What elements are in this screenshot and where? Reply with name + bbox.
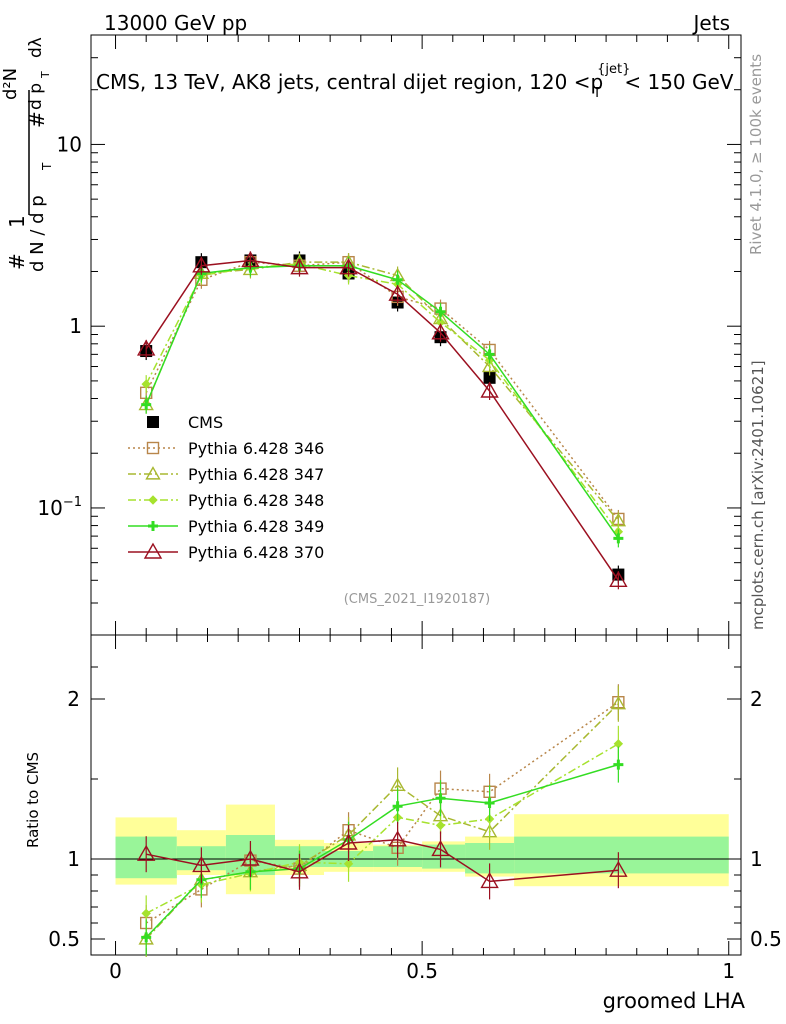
y-tick-label: 0.5 [48, 927, 80, 951]
ratio-point-pythia-6-428-370 [290, 862, 309, 879]
point-pythia-6-428-370 [480, 381, 499, 398]
legend-label-cms: CMS [188, 413, 223, 432]
x-tick-label: 0.5 [406, 959, 438, 983]
svg-text:dλ: dλ [26, 37, 46, 58]
svg-text:d p: d p [26, 83, 46, 110]
ratio-point-pythia-6-428-348 [435, 820, 446, 831]
point-pythia-6-428-370 [431, 323, 450, 340]
ratio-point-pythia-6-428-370 [431, 839, 450, 857]
point-pythia-6-428-349 [484, 349, 495, 360]
y-tick-label: 1 [67, 847, 80, 871]
ratio-point-pythia-6-428-370 [136, 844, 156, 861]
ratio-point-pythia-6-428-348 [141, 908, 151, 919]
ratio-band-green [422, 844, 466, 869]
y-tick-label: 10−1 [37, 495, 82, 520]
ratio-uncertainty-bands [91, 804, 741, 895]
legend-marker-pythia-6-428-349 [148, 521, 158, 531]
ratio-ylabel: Ratio to CMS [24, 752, 42, 848]
ratio-point-pythia-6-428-349 [392, 801, 403, 812]
point-pythia-6-428-370 [609, 570, 628, 587]
x-axis-label: groomed LHA [603, 989, 746, 1013]
series-line-pythia-6-428-348 [145, 263, 619, 533]
ratio-panel-frame [90, 634, 742, 956]
svg-text:1: 1 [5, 215, 29, 228]
point-pythia-6-428-349 [613, 533, 624, 544]
ratio-point-pythia-6-428-370 [388, 830, 407, 847]
legend-marker-cms [147, 416, 159, 428]
svg-text:#: # [5, 253, 29, 270]
y-tick-label: 2 [750, 687, 763, 711]
ratio-point-pythia-6-428-349 [484, 798, 495, 808]
ratio-point-pythia-6-428-370 [192, 855, 211, 873]
header-left: 13000 GeV pp [104, 11, 247, 35]
point-pythia-6-428-370 [290, 258, 309, 275]
svg-text:T: T [39, 71, 52, 79]
legend-marker-pythia-6-428-346 [146, 441, 160, 455]
ratio-point-pythia-6-428-370 [480, 871, 499, 889]
analysis-label: (CMS_2021_I1920187) [344, 592, 491, 607]
x-tick-label: 1 [722, 959, 735, 983]
legend-marker-pythia-6-428-347 [145, 466, 161, 480]
header-right: Jets [692, 11, 730, 35]
svg-text:T: T [40, 162, 54, 171]
legend-label-pythia-6-428-349: Pythia 6.428 349 [188, 517, 324, 536]
mcplots-label: mcplots.cern.ch [arXiv:2401.10621] [749, 360, 767, 630]
main-series [136, 251, 628, 590]
ratio-point-pythia-6-428-370 [339, 833, 358, 850]
plot-title: CMS, 13 TeV, AK8 jets, central dijet reg… [96, 62, 734, 101]
point-pythia-6-428-348 [141, 379, 151, 389]
point-cms [483, 371, 496, 384]
legend: CMS Pythia 6.428 346 Pythia 6.428 347 Pythi… [128, 413, 324, 562]
ratio-point-pythia-6-428-348 [343, 859, 354, 869]
point-pythia-6-428-349 [141, 399, 152, 410]
ratio-point-pythia-6-428-370 [241, 849, 260, 866]
svg-text:#: # [25, 111, 49, 128]
point-pythia-6-428-370 [241, 251, 260, 268]
ratio-point-pythia-6-428-370 [609, 860, 628, 877]
point-pythia-6-428-347 [481, 358, 498, 373]
point-pythia-6-428-370 [136, 339, 156, 356]
y-tick-label: 10 [57, 132, 82, 156]
legend-marker-pythia-6-428-348 [148, 495, 158, 505]
rivet-label: Rivet 4.1.0, ≥ 100k events [747, 54, 765, 255]
ratio-point-pythia-6-428-347 [610, 695, 627, 710]
ratio-line-pythia-6-428-346 [145, 701, 619, 924]
point-pythia-6-428-349 [392, 274, 403, 285]
point-pythia-6-428-370 [192, 256, 211, 273]
y-tick-label: 1 [69, 314, 82, 338]
svg-text:d²N: d²N [0, 68, 21, 100]
legend-label-pythia-6-428-348: Pythia 6.428 348 [188, 491, 324, 510]
legend-label-pythia-6-428-346: Pythia 6.428 346 [188, 439, 324, 458]
svg-text:d N / d p: d N / d p [27, 195, 48, 272]
legend-label-pythia-6-428-370: Pythia 6.428 370 [188, 543, 324, 562]
point-pythia-6-428-370 [388, 284, 407, 301]
y-tick-label: 1 [750, 847, 763, 871]
y-tick-label: 0.5 [750, 927, 782, 951]
ratio-point-pythia-6-428-349 [141, 932, 152, 943]
legend-marker-pythia-6-428-370 [143, 542, 163, 559]
x-tick-label: 0 [109, 959, 122, 983]
y-tick-label: 2 [67, 687, 80, 711]
main-axes: 10−1 1 10 [37, 34, 741, 636]
main-ylabel: # 1 d N / d p T # d²N d p T dλ [0, 37, 54, 272]
ratio-axes: 0 0.5 1 0.5 0.5 1 1 2 2 [48, 635, 782, 983]
legend-label-pythia-6-428-347: Pythia 6.428 347 [188, 465, 324, 484]
ratio-point-pythia-6-428-349 [435, 793, 446, 804]
ratio-point-pythia-6-428-349 [613, 759, 624, 770]
point-pythia-6-428-370 [339, 258, 358, 275]
ratio-series [136, 684, 628, 957]
point-pythia-6-428-349 [435, 306, 446, 317]
